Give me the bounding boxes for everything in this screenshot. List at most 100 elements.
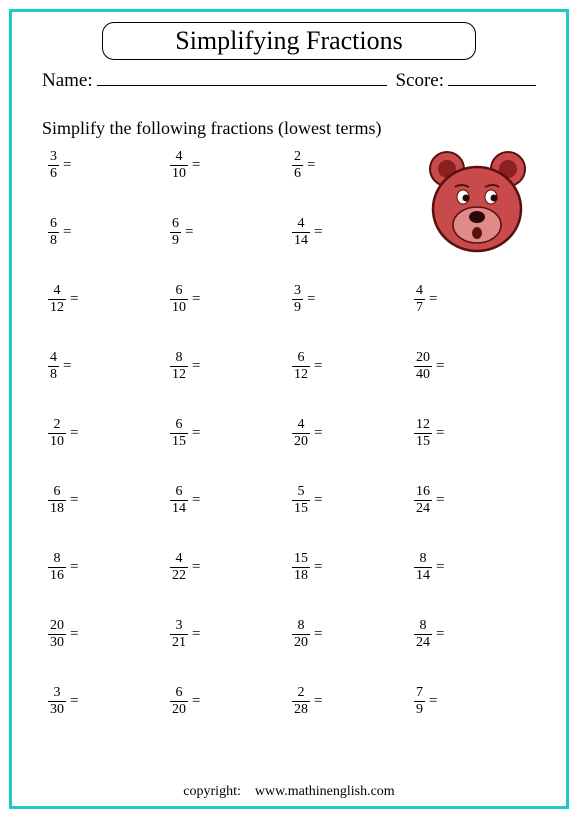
problem-cell: 610= xyxy=(170,283,292,315)
equals-sign: = xyxy=(70,291,78,308)
numerator: 4 xyxy=(48,351,59,366)
denominator: 18 xyxy=(48,500,66,516)
fraction: 824 xyxy=(414,619,432,650)
equals-sign: = xyxy=(70,492,78,509)
equals-sign: = xyxy=(314,425,322,442)
equals-sign: = xyxy=(429,693,437,710)
numerator: 6 xyxy=(174,284,185,299)
denominator: 21 xyxy=(170,634,188,650)
equals-sign: = xyxy=(192,626,200,643)
numerator: 8 xyxy=(174,351,185,366)
denominator: 24 xyxy=(414,500,432,516)
equals-sign: = xyxy=(185,224,193,241)
equals-sign: = xyxy=(436,559,444,576)
equals-sign: = xyxy=(314,492,322,509)
problem-cell: 412= xyxy=(48,283,170,315)
numerator: 15 xyxy=(292,552,310,567)
fraction: 69 xyxy=(170,217,181,248)
numerator: 20 xyxy=(48,619,66,634)
equals-sign: = xyxy=(314,626,322,643)
problem-cell: 414= xyxy=(292,216,414,248)
denominator: 6 xyxy=(292,165,303,181)
numerator: 8 xyxy=(418,619,429,634)
problem-cell: 2040= xyxy=(414,350,536,382)
problem-cell: 210= xyxy=(48,417,170,449)
equals-sign: = xyxy=(314,358,322,375)
fraction: 610 xyxy=(170,284,188,315)
problem-cell: 48= xyxy=(48,350,170,382)
denominator: 7 xyxy=(414,299,425,315)
denominator: 10 xyxy=(170,165,188,181)
problem-cell: 79= xyxy=(414,685,536,717)
fraction: 814 xyxy=(414,552,432,583)
fraction: 614 xyxy=(170,485,188,516)
footer: copyright: www.mathinenglish.com xyxy=(12,784,566,800)
worksheet-page: Simplifying Fractions Name: Score: Simpl… xyxy=(9,9,569,809)
fraction: 620 xyxy=(170,686,188,717)
problem-cell: 812= xyxy=(170,350,292,382)
score-blank[interactable] xyxy=(448,70,536,86)
numerator: 3 xyxy=(292,284,303,299)
numerator: 16 xyxy=(414,485,432,500)
problem-cell: 420= xyxy=(292,417,414,449)
numerator: 4 xyxy=(174,150,185,165)
numerator: 6 xyxy=(48,217,59,232)
denominator: 22 xyxy=(170,567,188,583)
fraction: 228 xyxy=(292,686,310,717)
fraction: 79 xyxy=(414,686,425,717)
numerator: 2 xyxy=(292,150,303,165)
problem-cell: 228= xyxy=(292,685,414,717)
equals-sign: = xyxy=(192,559,200,576)
numerator: 7 xyxy=(414,686,425,701)
copyright-url: www.mathinenglish.com xyxy=(255,784,395,799)
denominator: 9 xyxy=(414,701,425,717)
fraction: 1624 xyxy=(414,485,432,516)
equals-sign: = xyxy=(63,157,71,174)
numerator: 6 xyxy=(52,485,63,500)
fraction: 414 xyxy=(292,217,310,248)
problem-cell: 612= xyxy=(292,350,414,382)
problem-cell: 410= xyxy=(170,149,292,181)
equals-sign: = xyxy=(63,224,71,241)
name-blank[interactable] xyxy=(97,70,388,86)
numerator: 4 xyxy=(414,284,425,299)
problem-cell: 814= xyxy=(414,551,536,583)
numerator: 4 xyxy=(52,284,63,299)
numerator: 6 xyxy=(170,217,181,232)
numerator: 12 xyxy=(414,418,432,433)
fraction: 330 xyxy=(48,686,66,717)
denominator: 16 xyxy=(48,567,66,583)
fraction: 410 xyxy=(170,150,188,181)
fraction: 2030 xyxy=(48,619,66,650)
instructions: Simplify the following fractions (lowest… xyxy=(42,118,536,139)
equals-sign: = xyxy=(429,291,437,308)
problem-cell: 1518= xyxy=(292,551,414,583)
denominator: 20 xyxy=(292,433,310,449)
equals-sign: = xyxy=(436,626,444,643)
numerator: 4 xyxy=(296,418,307,433)
problem-cell: 615= xyxy=(170,417,292,449)
fraction: 515 xyxy=(292,485,310,516)
fraction: 26 xyxy=(292,150,303,181)
numerator: 3 xyxy=(48,150,59,165)
fraction: 36 xyxy=(48,150,59,181)
denominator: 20 xyxy=(292,634,310,650)
equals-sign: = xyxy=(192,425,200,442)
equals-sign: = xyxy=(70,626,78,643)
problem-cell: 47= xyxy=(414,283,536,315)
denominator: 8 xyxy=(48,366,59,382)
fraction: 47 xyxy=(414,284,425,315)
numerator: 5 xyxy=(296,485,307,500)
numerator: 6 xyxy=(174,418,185,433)
equals-sign: = xyxy=(436,358,444,375)
title-box: Simplifying Fractions xyxy=(102,22,476,60)
fraction: 48 xyxy=(48,351,59,382)
numerator: 4 xyxy=(174,552,185,567)
problem-cell: 330= xyxy=(48,685,170,717)
bear-illustration xyxy=(425,147,530,257)
equals-sign: = xyxy=(192,492,200,509)
copyright-label: copyright: xyxy=(183,784,241,799)
fraction: 618 xyxy=(48,485,66,516)
numerator: 20 xyxy=(414,351,432,366)
fraction: 420 xyxy=(292,418,310,449)
